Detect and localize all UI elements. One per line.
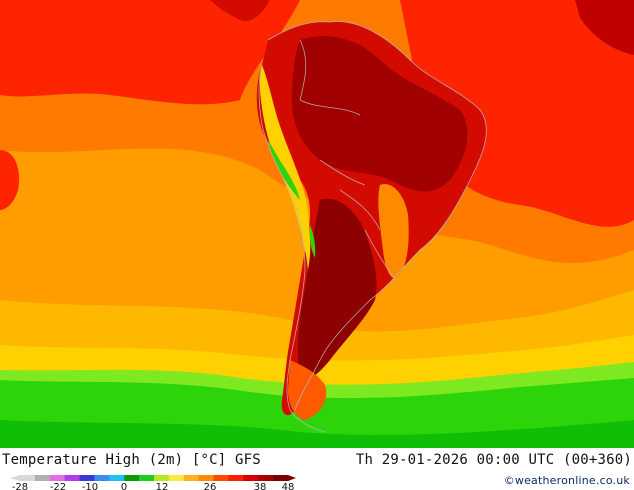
credit-link[interactable]: ©weatheronline.co.uk: [503, 474, 630, 487]
colorbar-tick-label: -22: [50, 482, 66, 490]
colorbar-swatch: [79, 475, 95, 481]
colorbar-swatch: [183, 475, 200, 481]
colorbar-swatch: [20, 475, 36, 481]
colorbar-swatch: [109, 475, 125, 481]
colorbar-left-arrow: [10, 475, 20, 481]
colorbar-tick-label: 26: [204, 482, 217, 490]
andes-strip: [259, 65, 311, 270]
temperature-colorbar: -28 -22 -10 0 12 26 38 48: [10, 475, 296, 490]
colorbar-tick-label: -28: [12, 482, 28, 490]
colorbar-swatch: [213, 475, 229, 481]
map-footer: Temperature High (2m) [°C] GFS Th 29-01-…: [0, 448, 634, 490]
andes-green-patches: [268, 140, 300, 200]
country-borders: [258, 21, 487, 433]
andes-green-patch-south: [309, 225, 316, 258]
central-america-land: [210, 0, 270, 22]
temperature-map: [0, 0, 634, 448]
map-title: Temperature High (2m) [°C] GFS: [2, 452, 261, 468]
colorbar-swatch: [228, 475, 244, 481]
amazon-heat-core: [291, 36, 468, 192]
colorbar-tick-label: 48: [282, 482, 295, 490]
colorbar-tick-label: 0: [121, 482, 127, 490]
colorbar-tick-label: 38: [254, 482, 267, 490]
paraguay-orange-strip: [378, 184, 409, 279]
colorbar-swatch: [34, 475, 51, 481]
patagonia-cooler-tip: [288, 360, 327, 420]
colorbar-swatch: [94, 475, 110, 481]
colorbar-swatch: [124, 475, 140, 481]
ocean-dark-green-zone: [0, 420, 634, 448]
colorbar-swatch: [154, 475, 170, 481]
colorbar-swatch: [139, 475, 155, 481]
colorbar-tick-label: 12: [156, 482, 169, 490]
colorbar-swatch: [64, 475, 81, 481]
argentina-heat-core: [297, 198, 377, 380]
ocean-red-zone-northwest: [0, 0, 300, 105]
colorbar-tick-label: -10: [82, 482, 98, 490]
ocean-red-blob-west: [0, 150, 20, 210]
colorbar-swatch: [49, 475, 66, 481]
africa-edge-land: [575, 0, 634, 55]
forecast-timestamp: Th 29-01-2026 00:00 UTC (00+360): [355, 452, 632, 468]
colorbar-swatch: [273, 475, 289, 481]
colorbar-swatch: [168, 475, 185, 481]
colorbar-swatch: [258, 475, 274, 481]
colorbar-swatch: [198, 475, 215, 481]
colorbar-right-arrow: [288, 475, 296, 481]
colorbar-swatch: [243, 475, 259, 481]
